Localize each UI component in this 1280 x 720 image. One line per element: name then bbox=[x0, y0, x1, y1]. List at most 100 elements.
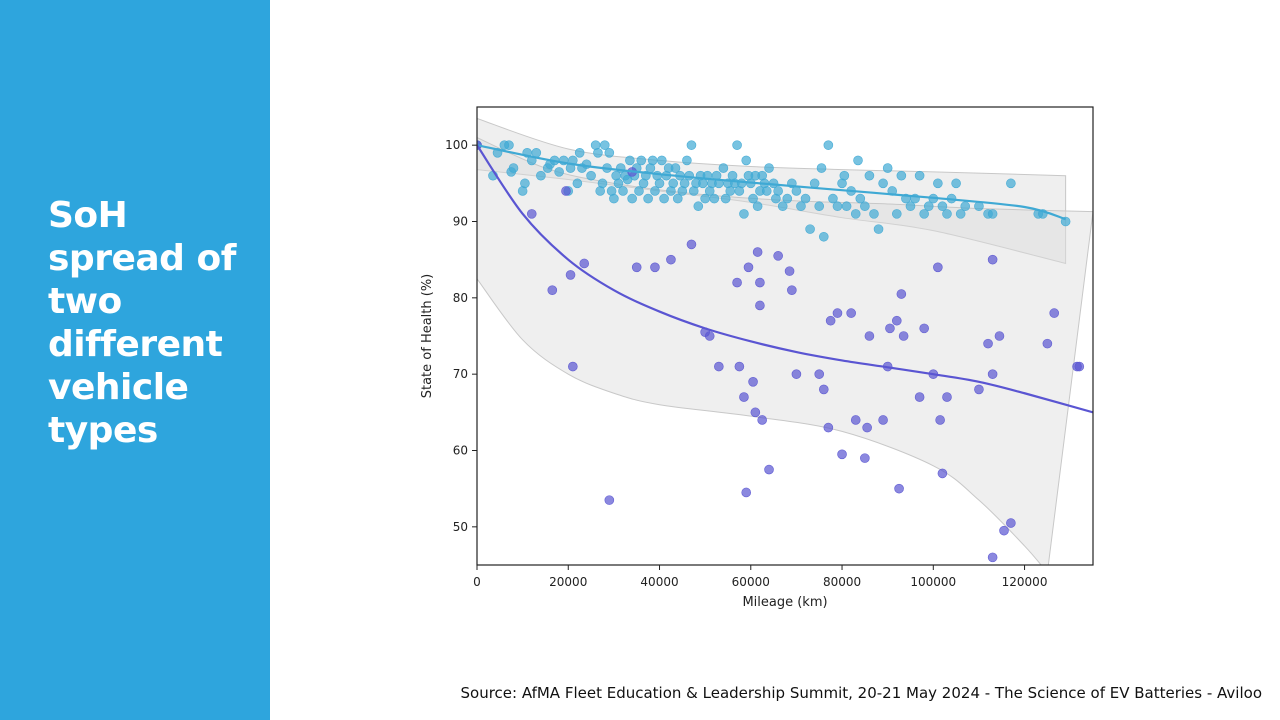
x-tick-label: 100000 bbox=[910, 575, 956, 589]
data-point bbox=[800, 193, 811, 204]
x-tick-label: 20000 bbox=[549, 575, 587, 589]
data-point bbox=[942, 392, 952, 402]
y-tick-label: 70 bbox=[453, 367, 468, 381]
data-point bbox=[752, 247, 763, 257]
x-tick-label: 40000 bbox=[640, 575, 678, 589]
data-point bbox=[937, 468, 948, 479]
data-point bbox=[668, 178, 679, 189]
data-point bbox=[647, 155, 658, 166]
data-point bbox=[734, 361, 745, 372]
data-point bbox=[816, 163, 827, 173]
data-point bbox=[974, 384, 984, 395]
data-point bbox=[650, 186, 660, 196]
data-point bbox=[814, 369, 825, 379]
data-point bbox=[818, 384, 829, 395]
data-point bbox=[839, 170, 850, 181]
data-point bbox=[878, 415, 888, 425]
data-point bbox=[686, 239, 697, 250]
data-point bbox=[1074, 361, 1085, 372]
data-point bbox=[752, 201, 763, 212]
title-line: vehicle bbox=[48, 367, 189, 408]
data-point bbox=[814, 201, 825, 212]
data-point bbox=[782, 193, 793, 204]
data-point bbox=[732, 140, 742, 150]
data-point bbox=[891, 315, 902, 326]
data-point bbox=[878, 178, 888, 189]
y-tick-label: 80 bbox=[453, 291, 468, 305]
data-point bbox=[862, 422, 872, 433]
data-point bbox=[755, 277, 765, 288]
y-axis-ticks: 50 60 70 80 90 100 bbox=[445, 138, 477, 534]
data-point bbox=[739, 209, 749, 219]
data-point bbox=[656, 155, 667, 166]
x-tick-label: 0 bbox=[473, 575, 481, 589]
data-point bbox=[823, 422, 834, 433]
source-note: Source: AfMA Fleet Education & Leadershi… bbox=[460, 684, 1263, 702]
data-point bbox=[960, 201, 971, 212]
data-point bbox=[693, 201, 704, 212]
plot-frame bbox=[476, 106, 1094, 566]
data-point bbox=[885, 323, 895, 334]
data-point bbox=[896, 289, 907, 299]
data-point bbox=[750, 407, 761, 418]
data-point bbox=[873, 224, 884, 234]
trend-line-1 bbox=[477, 144, 1066, 221]
data-point bbox=[999, 525, 1009, 536]
data-point bbox=[905, 201, 916, 212]
data-point bbox=[720, 193, 731, 204]
data-point bbox=[869, 209, 879, 219]
data-point bbox=[599, 140, 610, 150]
data-point bbox=[636, 155, 647, 166]
data-point bbox=[520, 178, 530, 189]
data-point bbox=[679, 178, 690, 189]
data-point bbox=[659, 193, 669, 204]
data-point bbox=[743, 262, 754, 273]
trend-line-2 bbox=[477, 144, 1093, 414]
data-point bbox=[951, 178, 961, 189]
data-point bbox=[508, 163, 519, 173]
data-point bbox=[837, 449, 847, 460]
data-point bbox=[536, 170, 546, 181]
data-point bbox=[704, 331, 715, 341]
data-point bbox=[983, 338, 993, 349]
data-point bbox=[853, 155, 863, 166]
data-point bbox=[554, 167, 564, 177]
data-point bbox=[634, 186, 644, 196]
y-axis-label: State of Health (%) bbox=[420, 274, 435, 399]
data-point bbox=[579, 258, 590, 269]
data-point bbox=[565, 270, 576, 280]
data-point bbox=[718, 163, 729, 173]
data-point bbox=[736, 178, 747, 189]
data-point bbox=[846, 308, 856, 318]
title-line: different bbox=[48, 324, 223, 365]
data-point bbox=[504, 140, 514, 150]
data-point bbox=[526, 209, 537, 219]
slide-title: SoH spread of two different vehicle type… bbox=[48, 194, 258, 452]
data-point bbox=[796, 201, 806, 212]
data-point bbox=[933, 178, 943, 189]
data-point bbox=[882, 163, 893, 173]
data-point bbox=[791, 186, 802, 196]
data-point bbox=[919, 323, 929, 334]
data-point bbox=[748, 376, 758, 387]
data-point bbox=[682, 155, 692, 166]
data-point bbox=[604, 495, 615, 505]
data-point bbox=[609, 193, 619, 204]
data-point bbox=[860, 201, 870, 212]
data-point bbox=[787, 285, 797, 295]
data-point bbox=[572, 178, 583, 189]
data-point bbox=[686, 140, 697, 150]
data-point bbox=[987, 209, 998, 219]
data-point bbox=[764, 464, 774, 475]
title-line: types bbox=[48, 410, 158, 451]
data-point bbox=[942, 209, 952, 219]
data-point bbox=[604, 147, 615, 158]
data-point bbox=[987, 552, 998, 563]
data-point bbox=[654, 178, 665, 189]
data-point bbox=[739, 392, 749, 402]
data-point bbox=[791, 369, 802, 379]
y-tick-label: 90 bbox=[453, 215, 468, 229]
data-point bbox=[832, 201, 843, 212]
data-point bbox=[631, 262, 642, 273]
data-point bbox=[732, 277, 742, 288]
